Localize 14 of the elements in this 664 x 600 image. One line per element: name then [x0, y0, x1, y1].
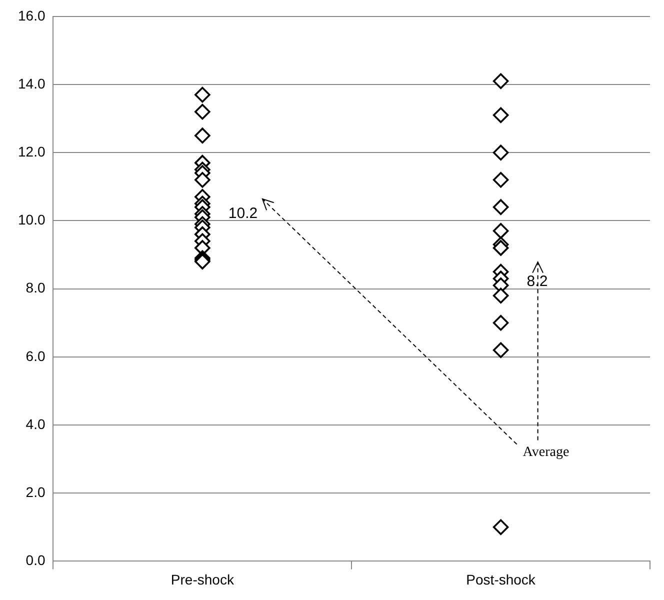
y-tick-label: 6.0 — [26, 348, 46, 364]
annotation: 8.2 — [526, 273, 548, 290]
y-tick-label: 16.0 — [18, 7, 46, 24]
annotation: Average — [522, 444, 570, 460]
y-tick-label: 4.0 — [26, 416, 46, 432]
y-tick-label: 12.0 — [18, 143, 46, 160]
x-tick-label: Post-shock — [466, 571, 536, 588]
annotation: 10.2 — [228, 205, 258, 222]
y-tick-label: 0.0 — [26, 552, 46, 568]
y-tick-label: 2.0 — [26, 484, 46, 500]
y-tick-label: 8.0 — [26, 280, 46, 296]
y-tick-label: 14.0 — [18, 75, 46, 92]
x-tick-label: Pre-shock — [170, 571, 235, 588]
y-tick-label: 10.0 — [18, 212, 46, 228]
